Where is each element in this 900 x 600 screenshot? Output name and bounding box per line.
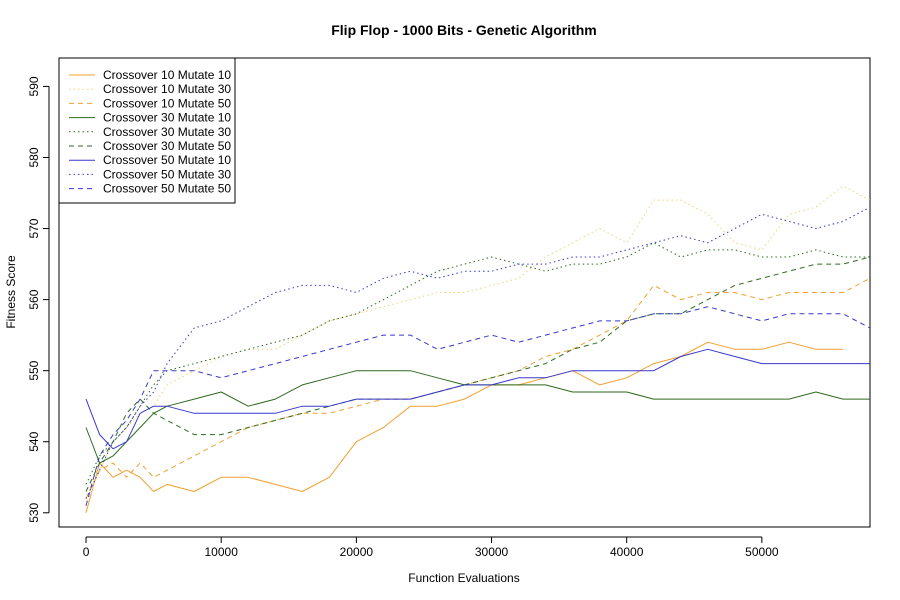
x-tick-label: 0 [83,545,90,559]
x-tick-label: 40000 [610,545,644,559]
x-tick-label: 30000 [475,545,509,559]
x-axis-title: Function Evaluations [408,571,519,585]
y-tick-label: 550 [27,360,41,380]
series-line-1 [85,341,843,513]
series-line-9 [85,306,870,506]
legend-label: Crossover 50 Mutate 50 [103,182,231,196]
y-tick-label: 570 [27,218,41,238]
x-axis: 0 10000 20000 30000 40000 50000 [83,536,779,559]
legend-label: Crossover 30 Mutate 10 [103,111,231,125]
legend-label: Crossover 30 Mutate 50 [103,139,231,153]
y-axis-title: Fitness Score [4,255,18,329]
x-tick-label: 10000 [205,545,239,559]
y-tick-label: 530 [27,502,41,522]
legend-box [58,57,236,204]
plot-area-border [58,57,871,528]
series-line-6 [85,256,870,492]
y-tick-label: 560 [27,289,41,309]
series-line-7 [85,348,870,450]
legend-label: Crossover 50 Mutate 10 [103,153,231,167]
chart-title: Flip Flop - 1000 Bits - Genetic Algorith… [331,22,597,38]
legend-label: Crossover 10 Mutate 50 [103,96,231,110]
series-layer [85,185,870,513]
x-tick-label: 50000 [745,545,779,559]
legend-label: Crossover 10 Mutate 30 [103,82,231,96]
legend-label: Crossover 10 Mutate 10 [103,68,231,82]
x-tick-label: 20000 [340,545,374,559]
y-tick-label: 590 [27,76,41,96]
y-axis: 530 540 550 560 570 580 590 [27,76,50,523]
y-tick-label: 580 [27,147,41,167]
legend-label: Crossover 50 Mutate 30 [103,167,231,181]
legend-label: Crossover 30 Mutate 30 [103,125,231,139]
y-tick-label: 540 [27,431,41,451]
series-line-4 [85,370,870,464]
